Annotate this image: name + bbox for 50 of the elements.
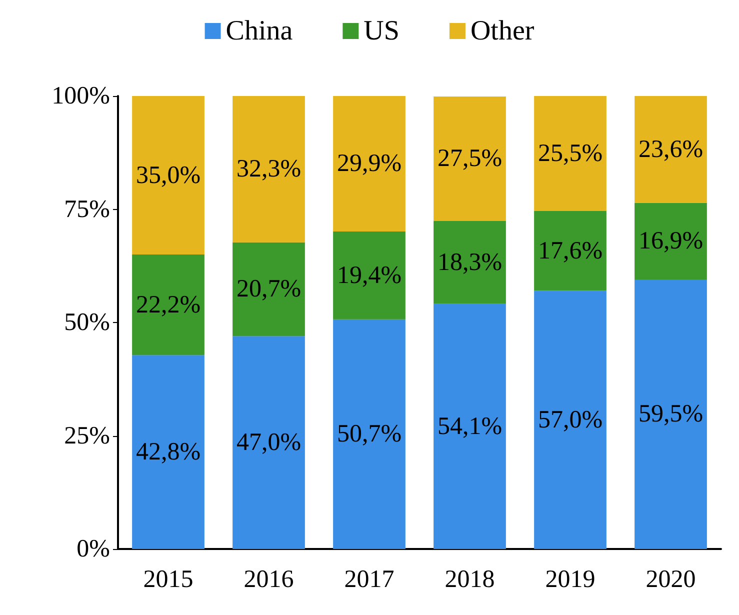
bar [434,304,506,549]
bar [634,96,707,203]
y-tick-label: 100% [52,82,110,110]
legend-label: China [226,16,294,46]
bar [434,96,506,222]
bar [534,211,606,291]
data-label: 17,6% [538,237,603,264]
bar [333,96,406,232]
data-label: 23,6% [638,136,704,163]
data-label: 22,2% [136,291,201,318]
bar [132,254,204,356]
data-label: 47,0% [236,429,302,456]
x-tick-label: 2019 [545,566,596,593]
legend-label: Other [470,16,535,46]
data-label: 27,5% [437,145,502,172]
bar [232,336,305,549]
bar [333,231,406,320]
data-label: 29,9% [336,150,402,178]
data-label: 18,3% [437,248,502,276]
data-label: 50,7% [336,420,402,448]
x-tick-label: 2016 [244,566,294,593]
y-tick-label: 25% [64,422,110,450]
bar [232,96,305,242]
data-label: 20,7% [236,276,302,303]
bar [132,355,204,549]
bar [634,279,707,549]
bar [634,202,707,280]
data-label: 25,5% [538,140,603,168]
data-label: 57,0% [538,406,603,434]
legend-label: US [364,16,400,46]
data-label: 42,8% [136,438,201,466]
bar [534,96,606,212]
data-label: 16,9% [638,228,704,255]
y-tick-label: 75% [64,196,110,223]
data-label: 59,5% [638,400,704,428]
x-tick-label: 2020 [646,566,696,593]
bar [132,96,204,255]
y-tick-label: 0% [76,536,110,562]
data-label: 19,4% [336,262,402,289]
bar [534,290,606,549]
y-tick-label: 50% [64,309,110,336]
data-label: 35,0% [136,162,201,189]
data-label: 32,3% [236,156,302,183]
x-tick-label: 2015 [143,566,194,593]
x-tick-label: 2017 [344,566,394,593]
bar [232,242,305,336]
bar [333,319,406,549]
x-tick-label: 2018 [444,566,495,593]
bar [434,221,506,304]
data-label: 54,1% [437,412,502,440]
